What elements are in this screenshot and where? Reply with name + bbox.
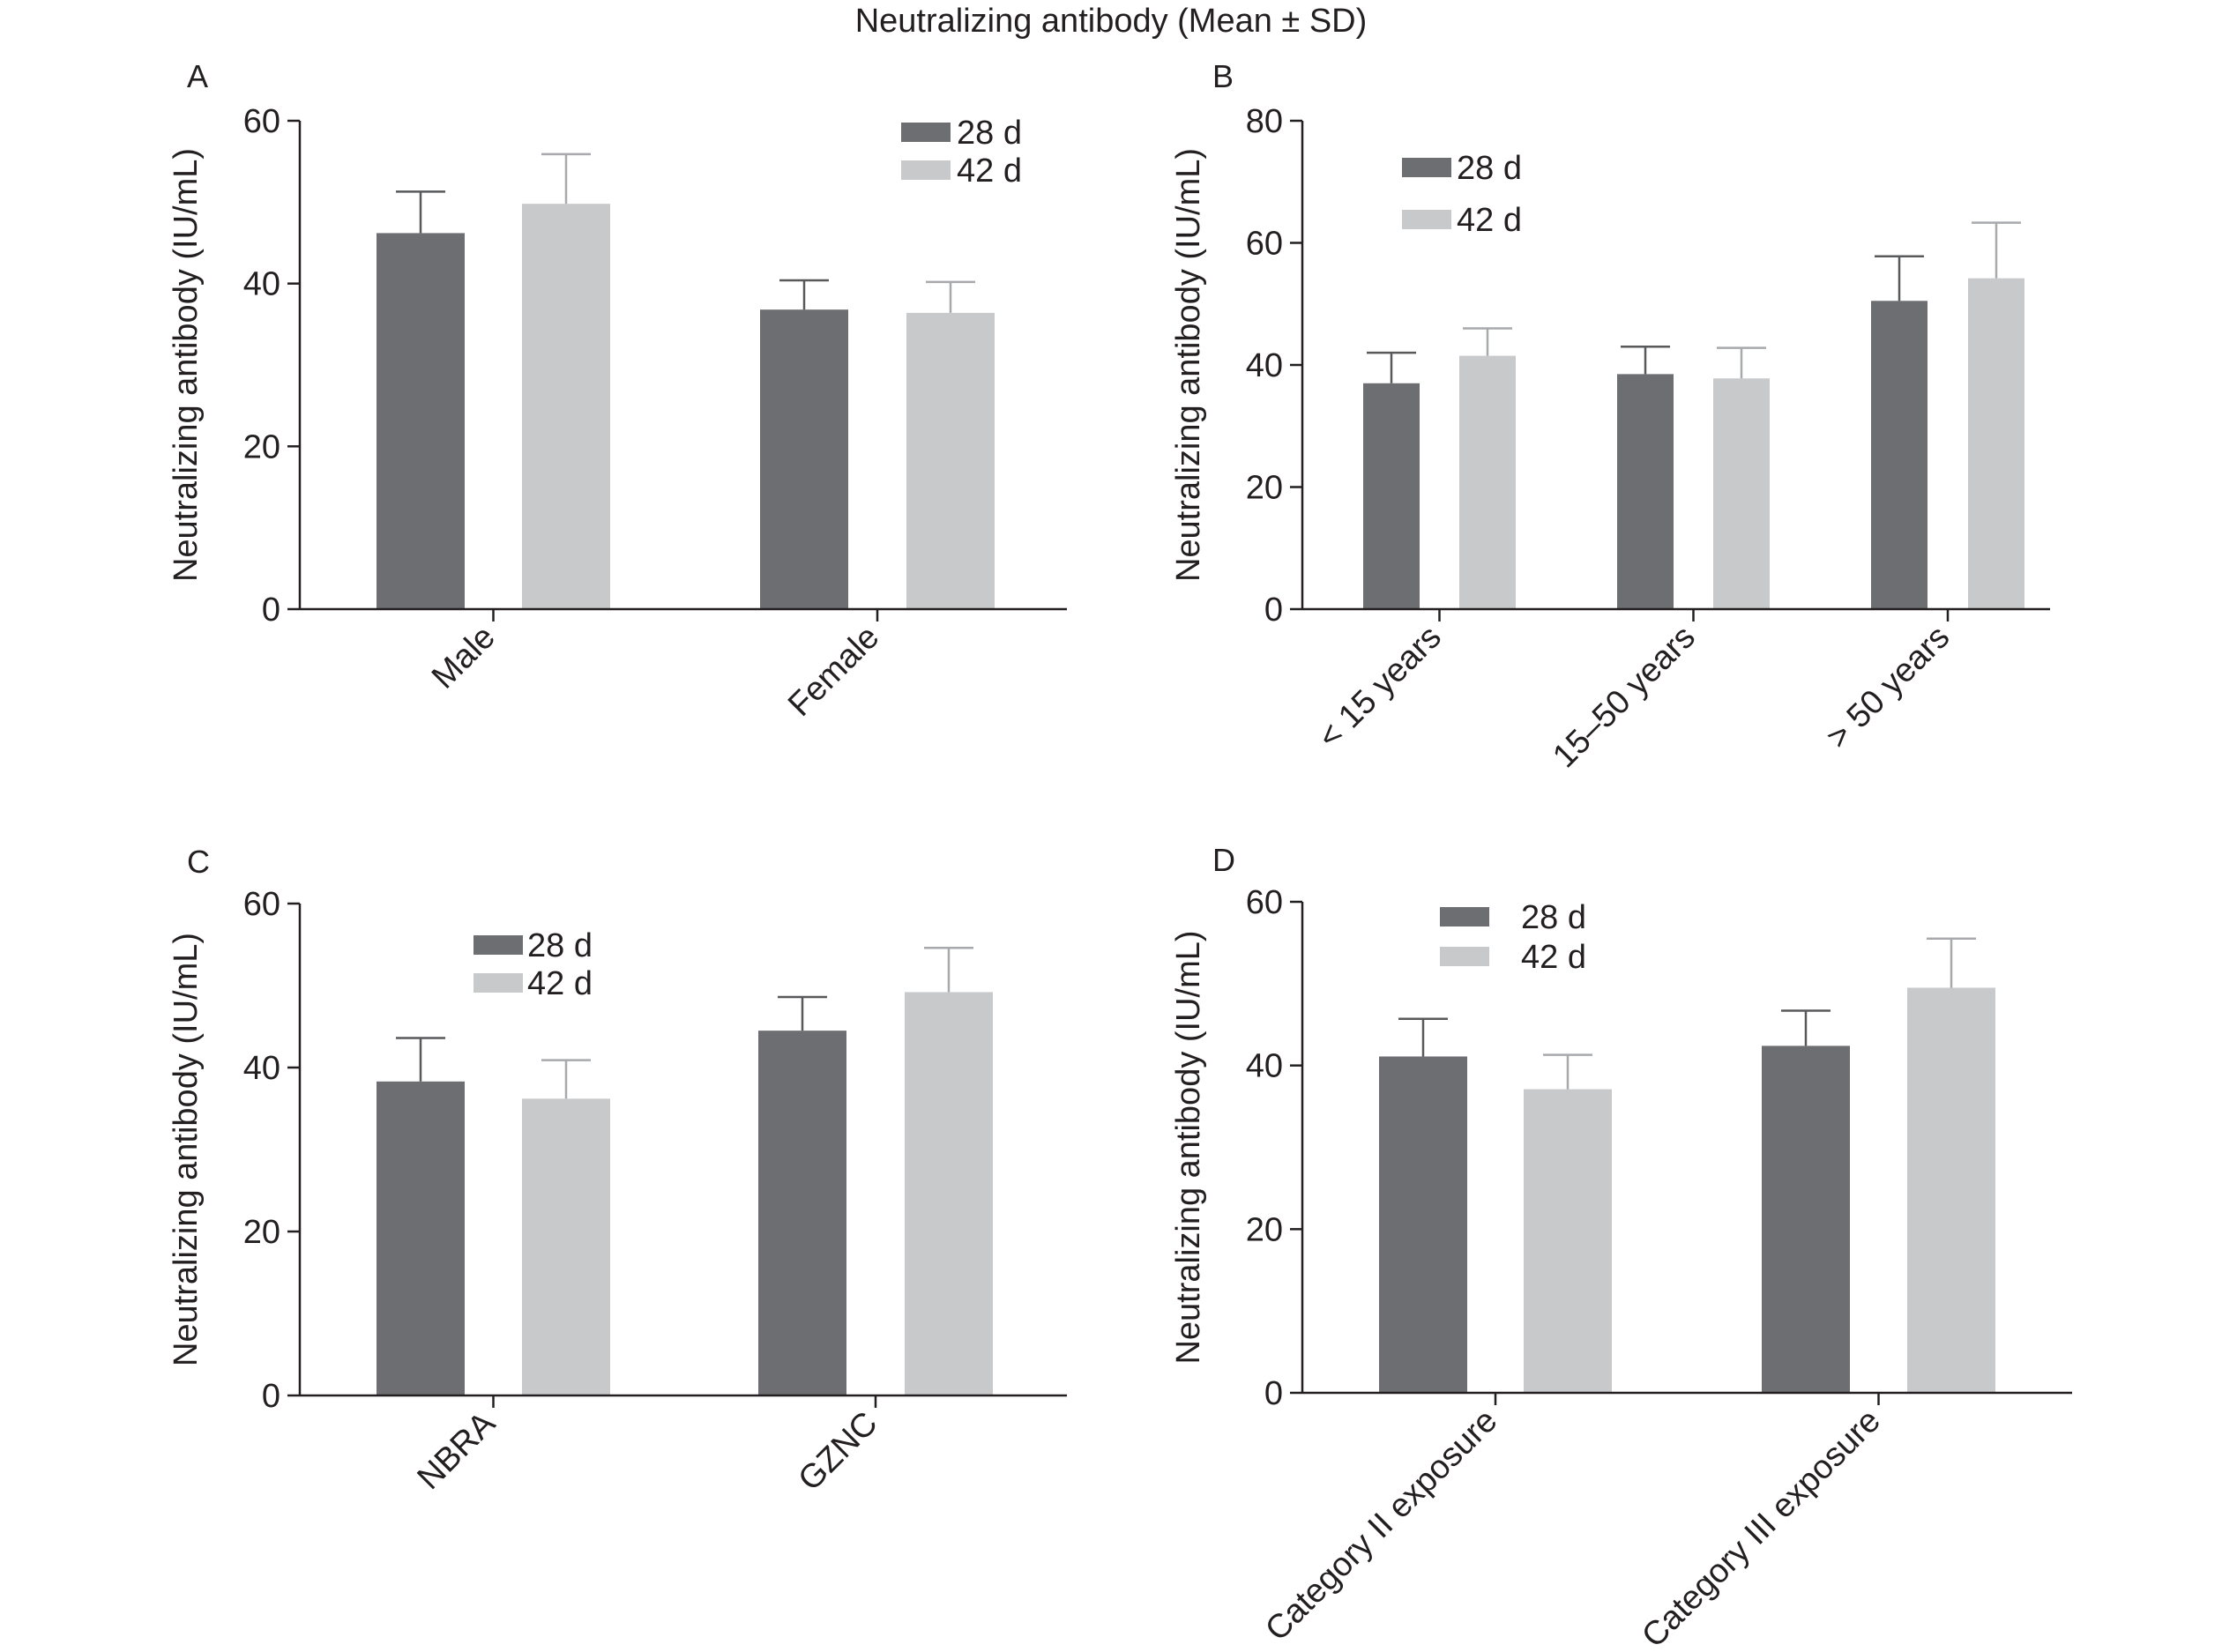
- x-tick-label: Female: [781, 619, 886, 724]
- bar: [377, 1081, 465, 1395]
- panel-letter: A: [187, 58, 208, 94]
- legend: 28 d42 d: [473, 927, 593, 1002]
- legend-swatch: [473, 935, 523, 955]
- y-tick-label: 40: [1246, 347, 1283, 384]
- panel-c: C 0 20 40 60 NBRA GZNC Neutralizing antibody (I…: [168, 844, 1067, 1498]
- bar: [1379, 1056, 1467, 1393]
- legend: 28 d42 d: [1440, 899, 1586, 976]
- y-tick-label: 60: [243, 103, 280, 140]
- legend-label: 28 d: [957, 115, 1022, 152]
- y-tick-label: 20: [243, 428, 280, 465]
- panel-letter: D: [1212, 842, 1235, 878]
- y-tick-label: 0: [1264, 1375, 1283, 1412]
- panel-a: A 0 20 40 60 Male Female Neutralizing antibody …: [168, 58, 1067, 724]
- y-tick-label: 40: [243, 1050, 280, 1087]
- y-tick-label: 20: [1246, 1211, 1283, 1248]
- bar: [377, 233, 465, 609]
- legend-label: 28 d: [1457, 150, 1522, 187]
- x-tick-label: Category III exposure: [1635, 1403, 1888, 1652]
- legend-swatch: [901, 160, 951, 180]
- y-tick-label: 0: [262, 1378, 280, 1415]
- legend-label: 28 d: [527, 927, 593, 964]
- legend: 28 d 42 d: [1402, 150, 1522, 239]
- y-tick-label: 60: [1246, 884, 1283, 921]
- bar: [1871, 301, 1927, 609]
- bar: [1713, 378, 1770, 609]
- x-tick-label: Male: [425, 619, 503, 696]
- panel-letter: C: [187, 844, 210, 880]
- legend-label: 42 d: [1521, 939, 1586, 976]
- bar: [1363, 383, 1420, 609]
- panel-b: B 0 20 40 60 80 < 15 years 15–50 years > 50 year…: [1170, 58, 2050, 775]
- bar: [758, 1031, 846, 1395]
- bar: [1762, 1046, 1850, 1393]
- y-tick-label: 40: [243, 266, 280, 303]
- y-axis-label: Neutralizing antibody (IU/mL): [1170, 148, 1207, 582]
- legend-swatch: [1440, 947, 1489, 966]
- legend-swatch: [1402, 158, 1451, 177]
- x-tick-label: Category II exposure: [1258, 1403, 1504, 1648]
- y-tick-label: 0: [1264, 592, 1283, 629]
- legend-label: 42 d: [1457, 202, 1522, 239]
- legend-swatch: [1402, 210, 1451, 229]
- legend-swatch: [901, 123, 951, 142]
- y-axis-label: Neutralizing antibody (IU/mL): [168, 933, 205, 1366]
- y-tick-label: 80: [1246, 103, 1283, 140]
- bar: [1524, 1089, 1612, 1393]
- bar: [905, 992, 993, 1395]
- y-tick-label: 40: [1246, 1048, 1283, 1085]
- panels: A 0 20 40 60 Male Female Neutralizing antibody …: [168, 58, 2072, 1652]
- legend-label: 42 d: [957, 153, 1022, 190]
- y-tick-label: 60: [243, 886, 280, 923]
- y-axis-label: Neutralizing antibody (IU/mL): [1170, 930, 1207, 1364]
- y-axis-label: Neutralizing antibody (IU/mL): [168, 148, 205, 582]
- x-tick-label: > 50 years: [1819, 619, 1957, 756]
- bar: [906, 312, 995, 609]
- bar: [760, 309, 848, 609]
- legend-swatch: [473, 973, 523, 993]
- legend-label: 42 d: [527, 965, 593, 1002]
- legend-label: 28 d: [1521, 899, 1586, 936]
- bar: [1907, 987, 1995, 1393]
- legend: 28 d42 d: [901, 115, 1022, 190]
- x-tick-label: NBRA: [411, 1404, 503, 1497]
- x-tick-label: 15–50 years: [1546, 619, 1703, 776]
- y-tick-label: 20: [1246, 470, 1283, 507]
- x-tick-label: GZNC: [792, 1405, 885, 1499]
- bar: [522, 204, 610, 609]
- y-tick-label: 20: [243, 1214, 280, 1251]
- panel-d: D 0 20 40 60 Category II exposure Category III…: [1170, 842, 2072, 1652]
- legend-swatch: [1440, 907, 1489, 926]
- x-tick-label: < 15 years: [1311, 619, 1449, 756]
- figure-title: Neutralizing antibody (Mean ± SD): [855, 3, 1368, 40]
- y-tick-label: 0: [262, 592, 280, 629]
- panel-letter: B: [1212, 58, 1234, 94]
- y-tick-label: 60: [1246, 226, 1283, 263]
- bar: [1968, 278, 2024, 609]
- bar: [1617, 374, 1674, 609]
- bar: [522, 1098, 610, 1395]
- bar: [1459, 355, 1516, 609]
